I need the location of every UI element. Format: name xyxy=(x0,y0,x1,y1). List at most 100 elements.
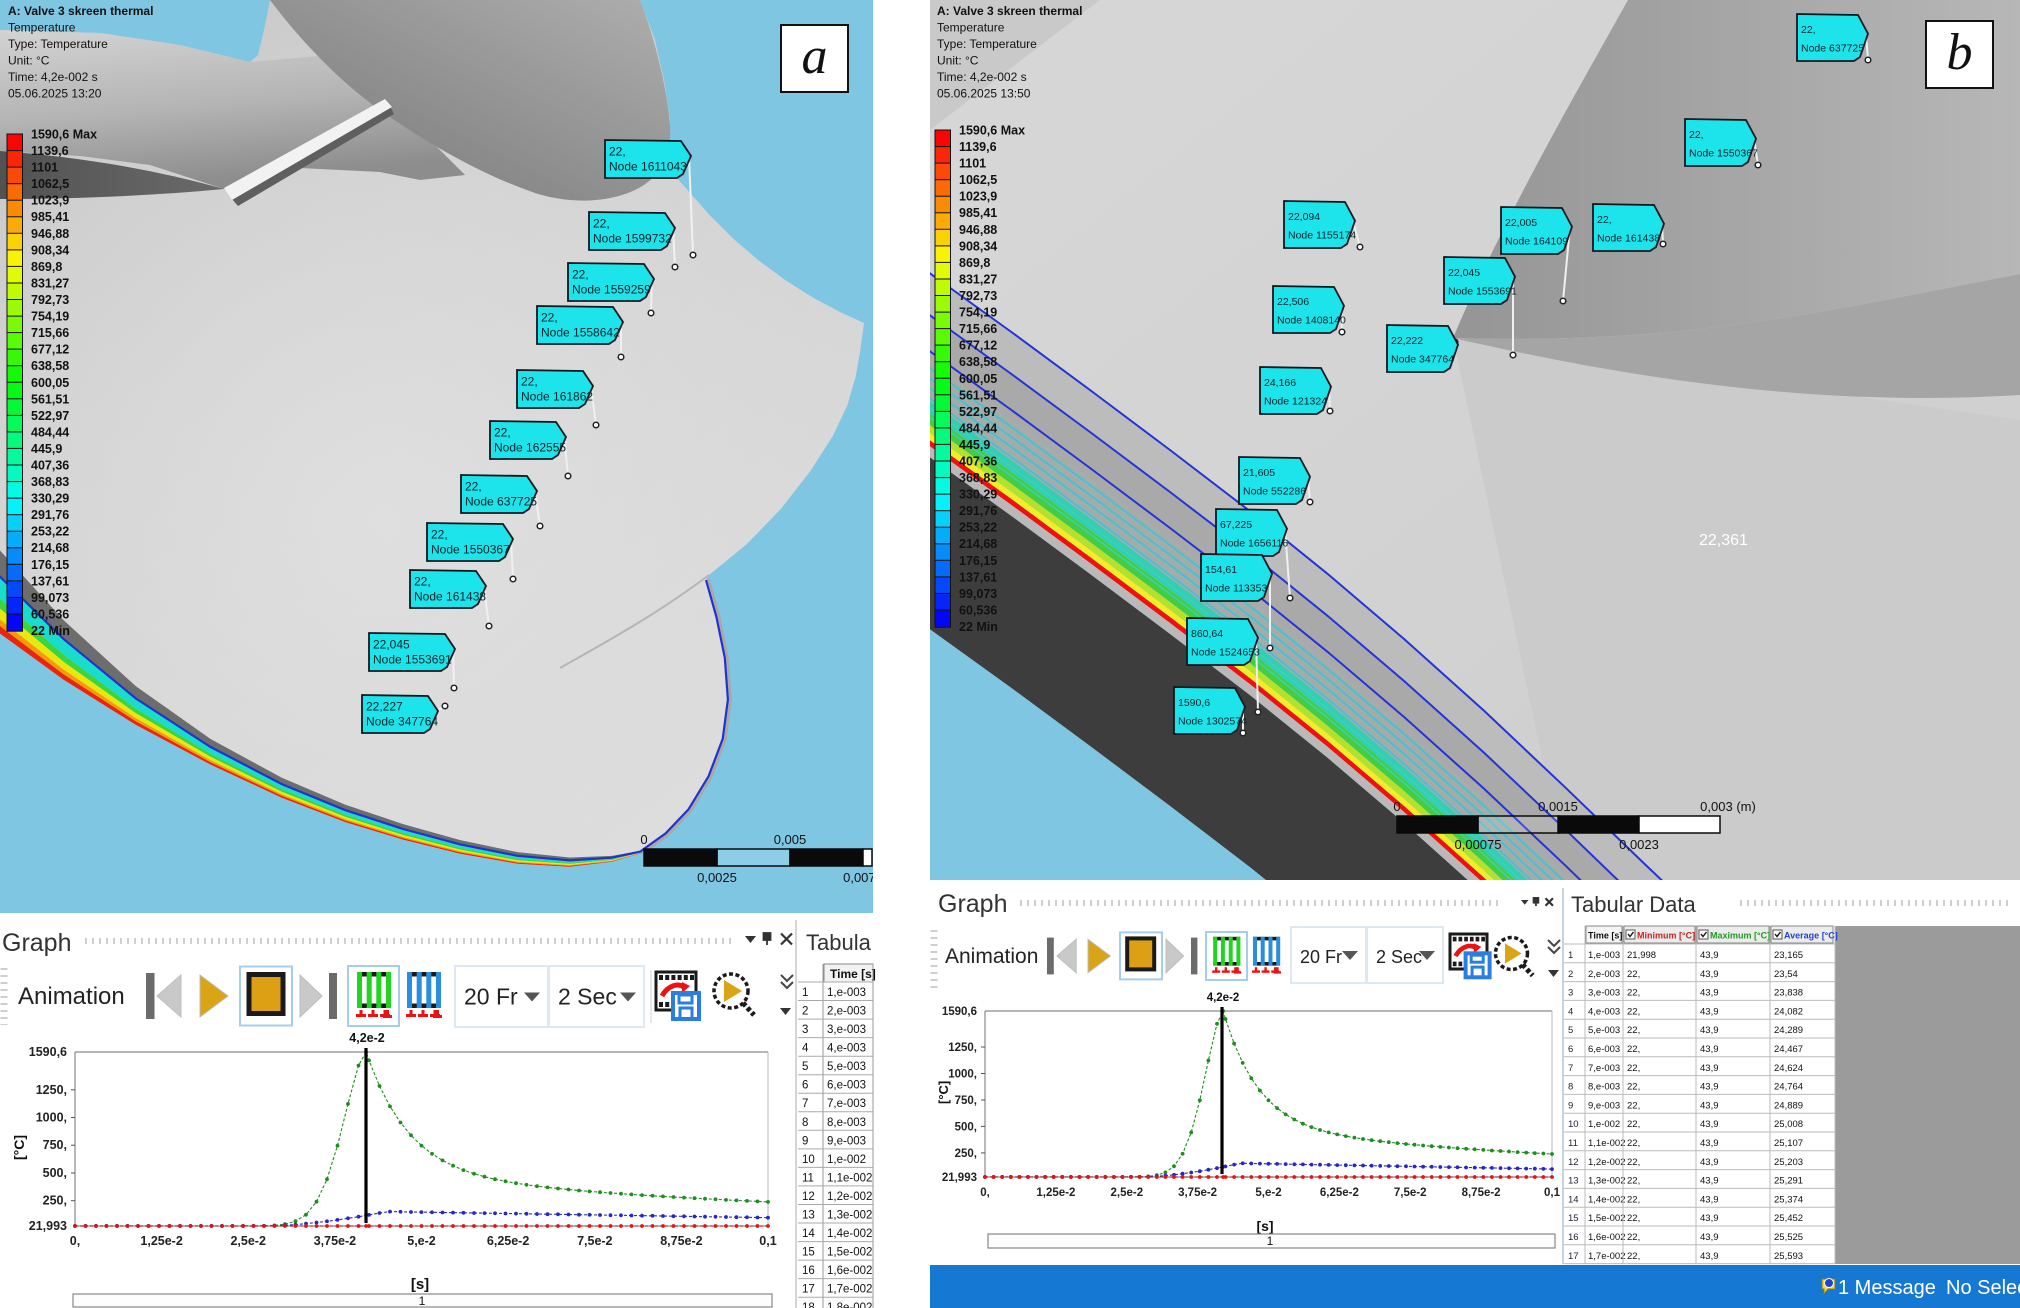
svg-text:792,73: 792,73 xyxy=(31,293,69,307)
svg-text:715,66: 715,66 xyxy=(959,322,997,336)
svg-text:2,e-003: 2,e-003 xyxy=(1588,969,1620,980)
svg-text:21,605: 21,605 xyxy=(1243,467,1275,479)
svg-text:214,68: 214,68 xyxy=(959,537,997,551)
svg-text:176,15: 176,15 xyxy=(959,554,997,568)
svg-text:561,51: 561,51 xyxy=(959,388,997,402)
svg-text:1139,6: 1139,6 xyxy=(959,140,997,154)
svg-text:1,e-002: 1,e-002 xyxy=(827,1154,866,1166)
svg-text:2 Sec: 2 Sec xyxy=(1376,947,1422,967)
svg-text:22,: 22, xyxy=(1627,1119,1640,1130)
svg-text:43,9: 43,9 xyxy=(1700,1157,1719,1168)
svg-text:Node 161862: Node 161862 xyxy=(521,389,593,403)
svg-text:1590,6: 1590,6 xyxy=(29,1045,67,1059)
svg-text:1: 1 xyxy=(1568,950,1573,961)
svg-text:2,e-003: 2,e-003 xyxy=(827,1006,866,1018)
svg-text:60,536: 60,536 xyxy=(959,604,997,618)
svg-text:Node 1550367: Node 1550367 xyxy=(1689,148,1758,160)
svg-text:1062,5: 1062,5 xyxy=(959,173,997,187)
svg-text:22,: 22, xyxy=(1627,1176,1640,1187)
svg-text:330,29: 330,29 xyxy=(31,492,69,506)
svg-text:946,88: 946,88 xyxy=(31,227,69,241)
svg-text:792,73: 792,73 xyxy=(959,289,997,303)
svg-text:Unit: °C: Unit: °C xyxy=(8,54,50,68)
svg-text:4,2e-2: 4,2e-2 xyxy=(1207,992,1240,1004)
svg-text:6,e-003: 6,e-003 xyxy=(827,1080,866,1092)
svg-text:5: 5 xyxy=(802,1061,808,1073)
svg-text:22,: 22, xyxy=(414,575,431,589)
svg-text:8: 8 xyxy=(802,1117,808,1129)
svg-text:1101: 1101 xyxy=(959,157,986,171)
svg-text:22,: 22, xyxy=(1627,969,1640,980)
svg-text:7,e-003: 7,e-003 xyxy=(1588,1063,1620,1074)
svg-text:1,5e-002: 1,5e-002 xyxy=(827,1247,872,1259)
svg-text:Tabula: Tabula xyxy=(806,930,872,955)
svg-text:Time: 4,2e-002 s: Time: 4,2e-002 s xyxy=(8,70,98,84)
svg-text:1062,5: 1062,5 xyxy=(31,177,69,191)
svg-text:3: 3 xyxy=(802,1024,808,1036)
svg-text:3,75e-2: 3,75e-2 xyxy=(314,1234,356,1248)
svg-text:22,: 22, xyxy=(1801,24,1816,36)
svg-text:Temperature: Temperature xyxy=(937,21,1005,35)
svg-text:445,9: 445,9 xyxy=(31,442,62,456)
svg-text:22,: 22, xyxy=(1627,1232,1640,1243)
svg-text:25,107: 25,107 xyxy=(1774,1138,1803,1149)
svg-text:Node 1553691: Node 1553691 xyxy=(373,652,452,666)
svg-text:Unit: °C: Unit: °C xyxy=(937,54,979,68)
svg-text:0,005: 0,005 xyxy=(774,832,807,847)
svg-text:1,1e-002: 1,1e-002 xyxy=(1588,1138,1626,1149)
svg-text:24,289: 24,289 xyxy=(1774,1025,1803,1036)
svg-text:Animation: Animation xyxy=(945,945,1038,968)
svg-text:0,00075: 0,00075 xyxy=(1455,837,1502,852)
svg-text:2,5e-2: 2,5e-2 xyxy=(1110,1187,1143,1199)
svg-text:05.06.2025 13:20: 05.06.2025 13:20 xyxy=(8,87,102,101)
svg-text:22,: 22, xyxy=(1627,1025,1640,1036)
svg-text:25,203: 25,203 xyxy=(1774,1157,1803,1168)
svg-text:9,e-003: 9,e-003 xyxy=(1588,1100,1620,1111)
svg-text:6: 6 xyxy=(1568,1044,1573,1055)
svg-text:7: 7 xyxy=(1568,1063,1573,1074)
svg-text:869,8: 869,8 xyxy=(959,256,990,270)
svg-text:22,: 22, xyxy=(1627,1063,1640,1074)
svg-text:522,97: 522,97 xyxy=(959,405,997,419)
svg-text:21,993: 21,993 xyxy=(942,1172,977,1184)
svg-text:137,61: 137,61 xyxy=(959,570,997,584)
svg-text:6,e-003: 6,e-003 xyxy=(1588,1044,1620,1055)
svg-text:22,045: 22,045 xyxy=(1448,267,1480,279)
svg-text:12: 12 xyxy=(1568,1157,1579,1168)
svg-text:8,e-003: 8,e-003 xyxy=(1588,1082,1620,1093)
svg-text:13: 13 xyxy=(1568,1176,1579,1187)
svg-text:2 Sec: 2 Sec xyxy=(558,984,617,1010)
svg-text:Node 161438: Node 161438 xyxy=(1597,233,1660,245)
svg-text:1,8e-002: 1,8e-002 xyxy=(827,1302,872,1308)
svg-text:1: 1 xyxy=(1267,1234,1274,1248)
svg-text:8,75e-2: 8,75e-2 xyxy=(660,1234,702,1248)
svg-text:1590,6 Max: 1590,6 Max xyxy=(31,128,97,142)
svg-text:43,9: 43,9 xyxy=(1700,1082,1719,1093)
svg-text:908,34: 908,34 xyxy=(959,239,997,253)
svg-text:7,5e-2: 7,5e-2 xyxy=(1394,1187,1427,1199)
svg-text:14: 14 xyxy=(802,1228,815,1240)
svg-text:67,225: 67,225 xyxy=(1220,519,1252,531)
svg-text:6,25e-2: 6,25e-2 xyxy=(487,1234,529,1248)
svg-text:2: 2 xyxy=(802,1006,808,1018)
svg-text:5,e-003: 5,e-003 xyxy=(827,1061,866,1073)
svg-text:22,361: 22,361 xyxy=(1699,532,1748,549)
svg-text:Node 637725: Node 637725 xyxy=(465,494,537,508)
svg-text:22,045: 22,045 xyxy=(373,638,410,652)
svg-text:22,: 22, xyxy=(431,528,448,542)
svg-text:1,25e-2: 1,25e-2 xyxy=(140,1234,182,1248)
svg-text:831,27: 831,27 xyxy=(959,273,997,287)
svg-text:Node 1599732: Node 1599732 xyxy=(593,231,672,245)
svg-text:[s]: [s] xyxy=(1256,1218,1273,1234)
svg-text:22,: 22, xyxy=(593,217,610,231)
svg-text:13: 13 xyxy=(802,1210,815,1222)
svg-text:0,0075: 0,0075 xyxy=(843,870,873,885)
svg-text:Node 1558642: Node 1558642 xyxy=(541,325,620,339)
svg-text:22,506: 22,506 xyxy=(1277,296,1309,308)
svg-text:[°C]: [°C] xyxy=(11,1135,27,1160)
svg-text:0,003 (m): 0,003 (m) xyxy=(1700,799,1756,814)
svg-text:21,993: 21,993 xyxy=(29,1219,67,1233)
svg-text:291,76: 291,76 xyxy=(959,504,997,518)
svg-text:24,082: 24,082 xyxy=(1774,1006,1803,1017)
svg-text:407,36: 407,36 xyxy=(31,459,69,473)
